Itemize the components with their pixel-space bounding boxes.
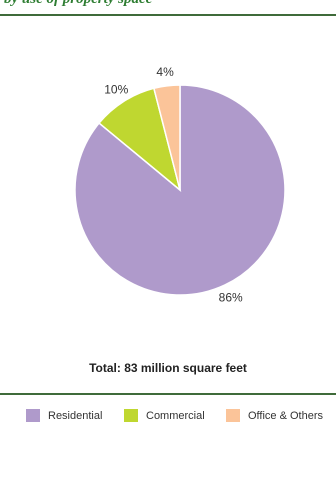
legend-divider bbox=[0, 393, 336, 395]
legend-item-residential: Residential bbox=[26, 409, 102, 422]
data-label-commercial: 10% bbox=[104, 83, 128, 97]
legend-label-office-others: Office & Others bbox=[248, 409, 323, 422]
section-heading: by use of property space bbox=[4, 0, 152, 8]
legend-swatch-office-others bbox=[226, 409, 240, 422]
legend-label-residential: Residential bbox=[48, 409, 103, 422]
data-label-residential: 86% bbox=[219, 291, 243, 305]
top-divider bbox=[0, 14, 336, 16]
pie-chart: 86% 10% 4% bbox=[74, 65, 286, 305]
data-label-office-others: 4% bbox=[156, 65, 174, 79]
pie-slice-office-others bbox=[152, 84, 181, 191]
legend-item-commercial: Commercial bbox=[124, 409, 205, 422]
chart-total: Total: 83 million square feet bbox=[89, 361, 247, 375]
legend-swatch-commercial bbox=[124, 409, 138, 422]
header-strip: by use of property space bbox=[0, 0, 336, 14]
legend-item-office-others: Office & Others bbox=[226, 409, 323, 422]
legend-label-commercial: Commercial bbox=[146, 409, 205, 422]
legend-swatch-residential bbox=[26, 409, 40, 422]
